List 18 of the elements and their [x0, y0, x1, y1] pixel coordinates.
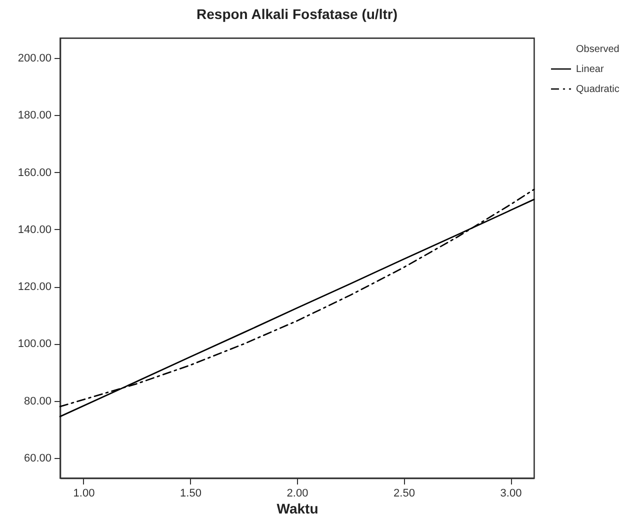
y-tick-label: 200.00: [18, 52, 52, 64]
y-tick-label: 120.00: [18, 281, 52, 294]
y-tick-label: 80.00: [24, 395, 52, 408]
y-tick-label: 60.00: [24, 452, 52, 464]
x-tick-label: 1.00: [73, 488, 95, 500]
x-tick-label: 3.00: [500, 488, 522, 500]
text: Observed: [576, 44, 620, 55]
legend-label: Linear: [576, 64, 604, 75]
x-axis-title: Waktu: [276, 500, 318, 516]
y-tick-label: 100.00: [18, 338, 52, 350]
chart-title: Respon Alkali Fosfatase (u/ltr): [196, 6, 398, 22]
legend-label: Quadratic: [576, 84, 620, 95]
y-tick-label: 140.00: [18, 224, 52, 236]
y-tick-label: 180.00: [18, 110, 52, 122]
x-tick-label: 2.50: [394, 488, 415, 500]
x-tick-label: 1.50: [180, 488, 202, 500]
y-tick-label: 160.00: [18, 166, 52, 179]
x-tick-label: 2.00: [286, 488, 308, 500]
